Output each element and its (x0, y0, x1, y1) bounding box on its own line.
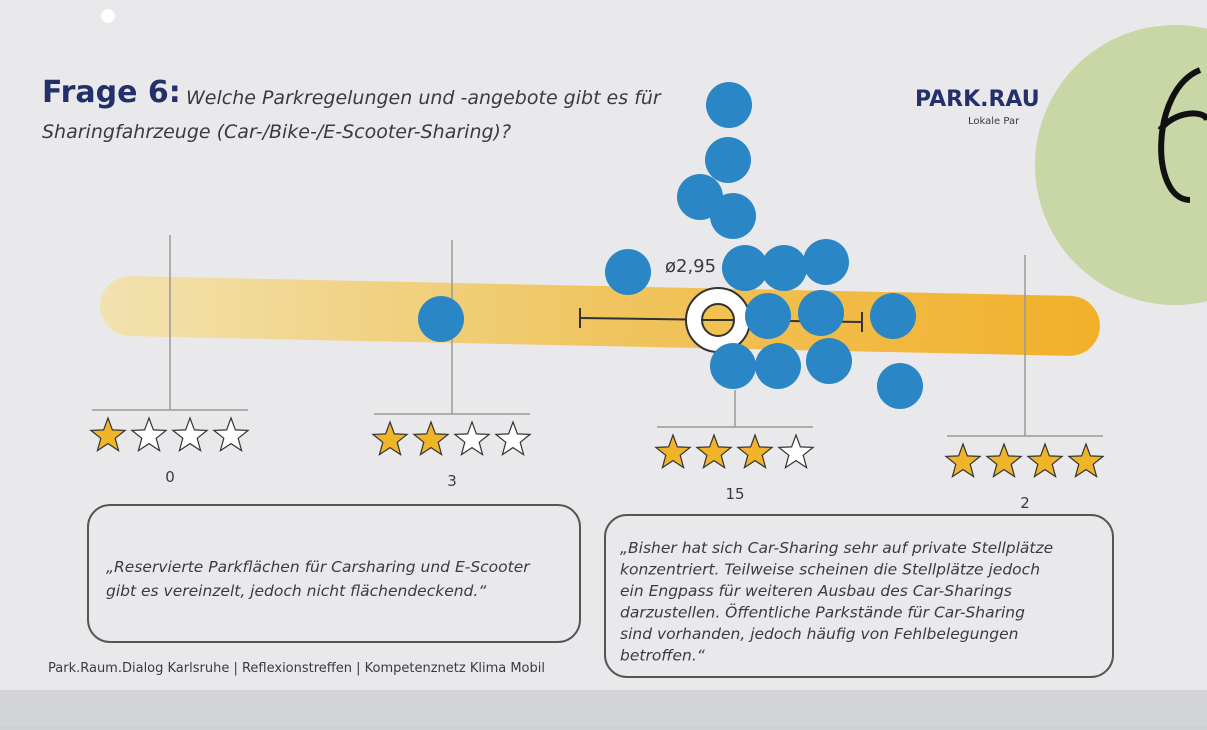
quote-line: „Reservierte Parkflächen für Carsharing … (106, 558, 531, 576)
vote-count: 0 (165, 468, 175, 486)
average-label: ø2,95 (665, 256, 716, 277)
vote-dot (870, 293, 916, 339)
vote-dot (705, 137, 751, 183)
quote-line: sind vorhanden, jedoch häufig von Fehlbe… (620, 625, 1018, 643)
logo-subtitle: Lokale Par (968, 116, 1020, 127)
vote-dot (798, 290, 844, 336)
quote-line: konzentriert. Teilweise scheinen die Ste… (620, 561, 1040, 579)
vote-dot (706, 82, 752, 128)
vote-dot (418, 296, 464, 342)
vote-dot (710, 343, 756, 389)
quote-line: gibt es vereinzelt, jedoch nicht flächen… (106, 582, 487, 600)
question: Sharingfahrzeuge (Car-/Bike-/E-Scooter-S… (42, 121, 511, 143)
vote-dot (806, 338, 852, 384)
quote-line: betroffen.“ (620, 647, 706, 665)
vote-count: 3 (447, 472, 457, 490)
vote-dot (877, 363, 923, 409)
vote-count: 2 (1020, 494, 1030, 512)
footer: Park.Raum.Dialog Karlsruhe | Reflexionst… (48, 661, 545, 676)
lower-edge (0, 690, 1207, 726)
quote-line: „Bisher hat sich Car-Sharing sehr auf pr… (620, 539, 1053, 557)
vote-dot (745, 293, 791, 339)
question-label: Frage 6: (42, 75, 181, 110)
question: Welche Parkregelungen und -angebote gibt… (186, 87, 662, 109)
logo-title: PARK.RAU (915, 87, 1040, 112)
quote-line: ein Engpass für weiteren Ausbau des Car-… (620, 582, 1012, 600)
vote-dot (755, 343, 801, 389)
vote-count: 15 (725, 485, 744, 503)
poster: Frage 6: Welche Parkregelungen und -ange… (0, 0, 1207, 726)
pin (101, 9, 115, 23)
vote-dot (803, 239, 849, 285)
quote-line: darzustellen. Öffentliche Parkstände für… (620, 603, 1025, 622)
vote-dot (710, 193, 756, 239)
vote-dot (605, 249, 651, 295)
vote-dot (761, 245, 807, 291)
